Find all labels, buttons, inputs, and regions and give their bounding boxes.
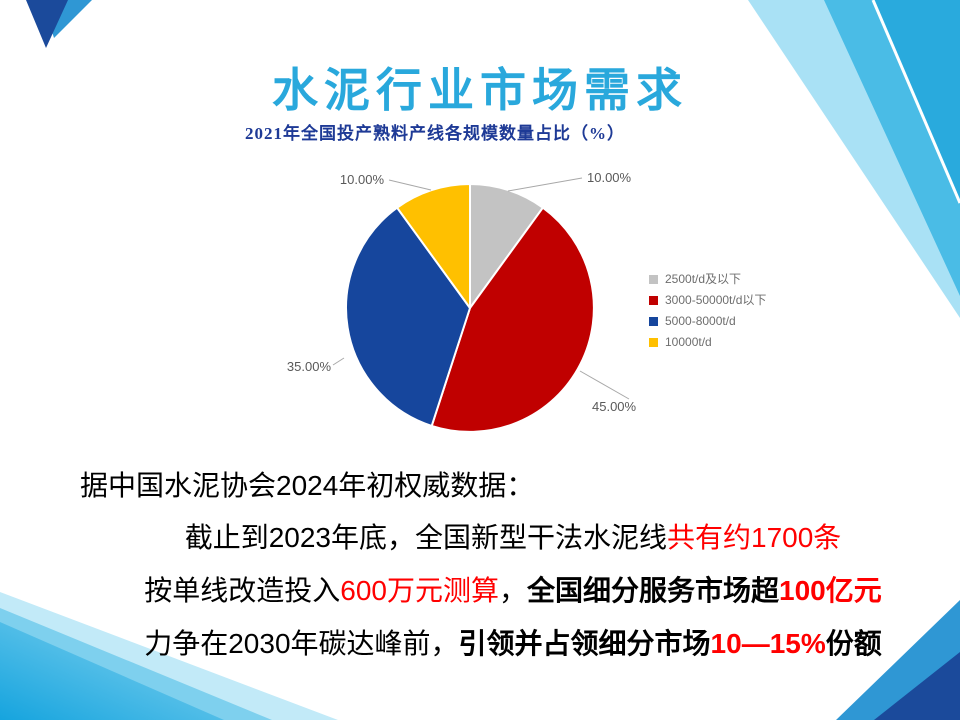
legend-color-swatch (649, 338, 658, 347)
legend-item: 10000t/d (649, 335, 766, 350)
pie-slice-1 (430, 206, 595, 433)
legend-item-label: 5000-8000t/d (665, 314, 736, 328)
text-segment: 截止到2023年底，全国新型干法水泥线 (184, 522, 667, 553)
pie-slice-0 (469, 183, 544, 309)
pie-label-2: 35.00% (287, 359, 332, 374)
body-line: 截止到2023年底，全国新型干法水泥线共有约1700条 (66, 522, 960, 554)
chart-legend: 2500t/d及以下 3000-50000t/d以下 5000-8000t/d 100… (649, 272, 766, 350)
text-segment: 引领并占领细分市场 (458, 628, 711, 659)
legend-item-label: 3000-50000t/d以下 (665, 293, 767, 307)
chart-title: 2021年全国投产熟料产线各规模数量占比（%） (245, 124, 625, 143)
pie-label-1: 45.00% (592, 399, 637, 414)
text-segment: 份额 (825, 628, 882, 659)
text-segment: 按单线改造投入 (144, 575, 341, 606)
text-segment: 10—15% (710, 628, 826, 659)
body-line: 据中国水泥协会2024年初权威数据： (66, 470, 960, 502)
text-segment: 共有约1700条 (667, 522, 842, 553)
pie-label-3: 10.00% (340, 172, 385, 187)
body-line: 按单线改造投入600万元测算，全国细分服务市场超100亿元 (66, 575, 960, 607)
pie-leader-line-1 (579, 370, 630, 400)
legend-color-swatch (649, 317, 658, 326)
legend-color-swatch (649, 296, 658, 305)
pie-label-0: 10.00% (587, 170, 632, 185)
corner-top-right-seam (871, 0, 960, 204)
pie-leader-line-3 (388, 179, 432, 191)
slide-title: 水泥行业市场需求 (272, 64, 688, 116)
corner-bottom-left-triangle-bright (0, 622, 224, 720)
text-segment: 600万元测算 (340, 575, 499, 606)
legend-item-label: 10000t/d (665, 335, 712, 349)
legend-item-label: 2500t/d及以下 (665, 272, 742, 286)
pie-leader-line-0 (507, 177, 583, 192)
corner-bottom-right-triangle-dark (874, 652, 960, 720)
legend-item: 3000-50000t/d以下 (649, 293, 766, 308)
text-segment: 力争在2030年碳达峰前， (144, 628, 459, 659)
legend-item: 2500t/d及以下 (649, 272, 766, 287)
pie-leader-line-2 (332, 357, 345, 366)
text-segment: 据中国水泥协会2024年初权威数据： (80, 470, 535, 501)
pie-slice-2 (345, 206, 471, 427)
corner-top-left-triangle-dark (26, 0, 68, 48)
pie-slice-3 (396, 183, 471, 309)
text-segment: 100亿元 (779, 575, 882, 606)
text-segment: ， (498, 575, 527, 606)
body-text-block: 据中国水泥协会2024年初权威数据： 截止到2023年底，全国新型干法水泥线共有约… (66, 0, 960, 720)
text-segment: 全国细分服务市场超 (527, 575, 780, 606)
body-line: 力争在2030年碳达峰前，引领并占领细分市场10—15%份额 (66, 628, 960, 660)
legend-item: 5000-8000t/d (649, 314, 766, 329)
legend-color-swatch (649, 275, 658, 284)
